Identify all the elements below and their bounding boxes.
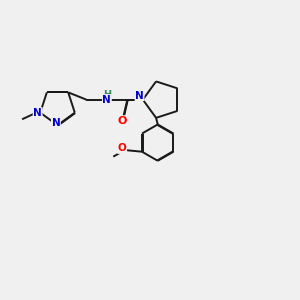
Text: N: N [135, 91, 144, 101]
Text: N: N [33, 108, 42, 118]
Text: O: O [117, 116, 126, 126]
Text: H: H [103, 90, 111, 100]
Text: N: N [52, 118, 60, 128]
Text: N: N [103, 94, 111, 105]
Text: O: O [118, 143, 127, 153]
